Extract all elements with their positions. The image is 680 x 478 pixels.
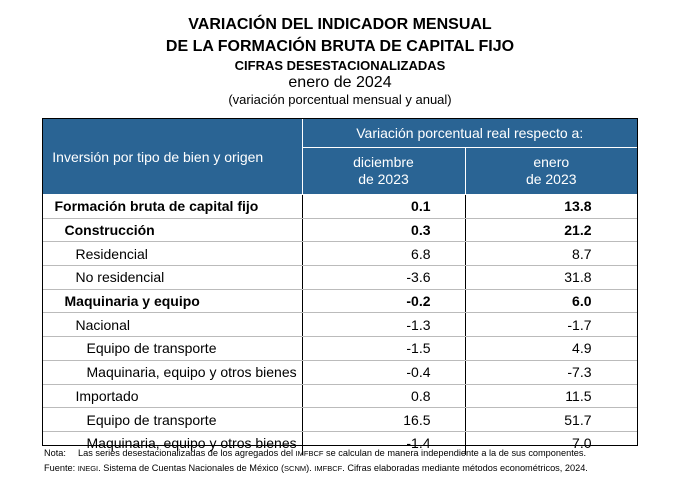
row-value-dec: -0.4 (302, 360, 466, 385)
source-text-a: . Sistema de Cuentas Nacionales de Méxic… (98, 463, 285, 473)
table-row: Importado 0.8 11.5 (42, 384, 638, 409)
table-row: No residencial -3.6 31.8 (42, 265, 638, 290)
header-col-dec-line2: de 2023 (358, 171, 409, 187)
title-line-2: DE LA FORMACIÓN BRUTA DE CAPITAL FIJO (165, 38, 515, 55)
header-col-dec-line1: diciembre (353, 154, 414, 170)
row-value-dec: 6.8 (302, 241, 466, 267)
row-value-jan: 13.8 (465, 194, 638, 219)
row-label: Maquinaria y equipo (64, 293, 200, 310)
title-line-1: VARIACIÓN DEL INDICADOR MENSUAL (188, 16, 492, 33)
row-value-jan: 11.5 (465, 384, 638, 409)
row-label: Equipo de transporte (86, 340, 217, 357)
row-value-dec: -0.2 (302, 289, 466, 314)
source-abbr-imfbcf: IMFBCF (314, 464, 343, 473)
row-value-jan: 6.0 (465, 289, 638, 314)
title-period: enero de 2024 (288, 74, 392, 91)
row-value-dec: 0.3 (302, 218, 466, 243)
header-category: Inversión por tipo de bien y origen (42, 118, 303, 195)
row-value-dec: 0.1 (302, 194, 466, 219)
note-text-b: se calculan de manera independiente a la… (323, 448, 587, 458)
title-line-3: CIFRAS DESESTACIONALIZADAS (234, 58, 446, 73)
source-text-c: . Cifras elaboradas mediante métodos eco… (342, 463, 588, 473)
table-row: Maquinaria, equipo y otros bienes -0.4 -… (42, 360, 638, 385)
row-value-jan: 21.2 (465, 218, 638, 243)
header-variation: Variación porcentual real respecto a: (301, 118, 638, 148)
table-row: Equipo de transporte -1.5 4.9 (42, 336, 638, 361)
row-value-jan: 8.7 (465, 241, 638, 267)
data-table: Inversión por tipo de bien y origen Vari… (42, 118, 638, 455)
row-label: Maquinaria, equipo y otros bienes (86, 435, 297, 452)
table-row: Formación bruta de capital fijo 0.1 13.8 (42, 194, 638, 219)
table-row: Nacional -1.3 -1.7 (42, 312, 638, 338)
header-col-dec: diciembre de 2023 (301, 147, 466, 195)
table-row: Maquinaria, equipo y otros bienes -1.4 7… (42, 431, 638, 455)
row-value-jan: 7.0 (572, 435, 592, 452)
row-value-jan: -7.3 (465, 360, 638, 385)
row-label: Importado (75, 387, 139, 404)
row-value-jan: -1.7 (465, 312, 638, 338)
row-value-jan: 31.8 (465, 265, 638, 290)
source-line: Fuente: INEGI. Sistema de Cuentas Nacion… (44, 461, 588, 476)
row-value-dec: -3.6 (302, 265, 466, 290)
note-text-a: Las series desestacionalizadas de los ag… (78, 448, 296, 458)
source-label: Fuente: (44, 463, 76, 473)
row-value-jan: 4.9 (465, 336, 638, 361)
row-value-jan: 51.7 (465, 407, 638, 432)
title-units: (variación porcentual mensual y anual) (228, 92, 452, 107)
header-col-jan: enero de 2023 (464, 147, 638, 195)
row-label: Construcción (64, 222, 155, 239)
header-col-jan-line2: de 2023 (525, 171, 577, 187)
title-block: VARIACIÓN DEL INDICADOR MENSUAL DE LA FO… (0, 14, 680, 108)
note-label: Nota: (44, 448, 66, 458)
table-row: Maquinaria y equipo -0.2 6.0 (42, 289, 638, 314)
row-value-dec: -1.4 (302, 431, 466, 455)
table-row: Construcción 0.3 21.2 (42, 218, 638, 243)
source-abbr-inegi: INEGI (77, 464, 99, 473)
table-row: Residencial 6.8 8.7 (42, 241, 638, 267)
row-value-dec: 0.8 (302, 384, 466, 409)
source-abbr-scnm: SCNM (284, 464, 307, 473)
row-label: Equipo de transporte (86, 411, 217, 428)
table-row: Equipo de transporte 16.5 51.7 (42, 407, 638, 432)
note-abbr: IMFBCF (295, 449, 324, 458)
footnotes: Nota: Las series desestacionalizadas de l… (44, 446, 588, 476)
row-label: Nacional (75, 316, 130, 333)
header-col-jan-line1: enero (533, 154, 570, 170)
row-label: Formación bruta de capital fijo (54, 198, 259, 215)
note-line: Nota: Las series desestacionalizadas de l… (44, 446, 588, 461)
row-value-dec: 16.5 (302, 407, 466, 432)
row-label: No residencial (75, 269, 165, 286)
row-value-dec: -1.5 (302, 336, 466, 361)
row-label: Maquinaria, equipo y otros bienes (86, 364, 297, 381)
source-text-b: ). (306, 463, 315, 473)
row-label: Residencial (75, 245, 148, 262)
row-value-dec: -1.3 (302, 312, 466, 338)
